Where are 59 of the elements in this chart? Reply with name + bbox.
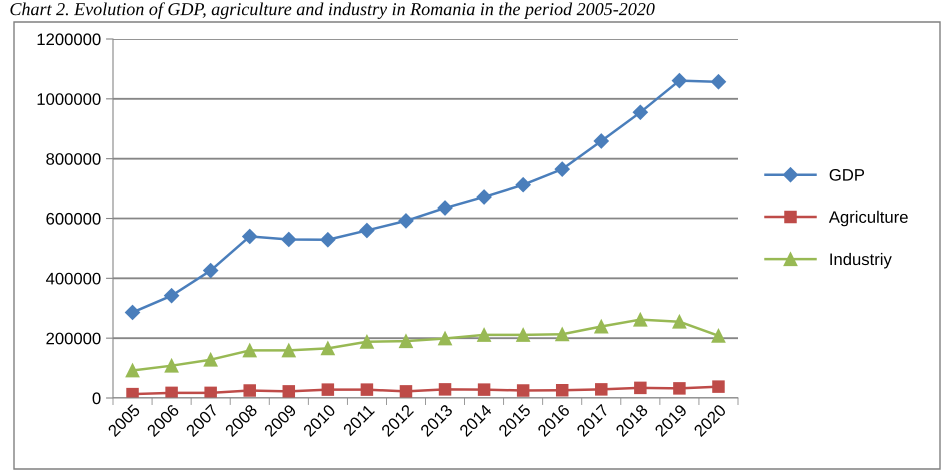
point xyxy=(360,383,374,396)
point xyxy=(359,222,374,238)
y-tick-label: 1000000 xyxy=(38,93,101,106)
point xyxy=(204,386,217,398)
point xyxy=(673,382,686,395)
point xyxy=(204,352,218,367)
point xyxy=(242,343,257,358)
point xyxy=(320,341,335,356)
point xyxy=(322,383,334,396)
legend-label: Industriy xyxy=(830,252,892,268)
point xyxy=(124,304,140,320)
point xyxy=(126,388,139,398)
point xyxy=(595,383,608,396)
point xyxy=(360,334,374,349)
point xyxy=(594,133,609,149)
point xyxy=(632,104,648,120)
point xyxy=(282,343,296,358)
point xyxy=(516,328,530,342)
point xyxy=(554,162,570,177)
point xyxy=(320,232,336,248)
point xyxy=(672,73,687,88)
point xyxy=(438,383,452,396)
point xyxy=(712,380,725,393)
y-tick-label: 600000 xyxy=(46,212,101,225)
point xyxy=(478,383,490,396)
point xyxy=(633,312,648,327)
point xyxy=(476,189,492,205)
legend-label: GDP xyxy=(830,168,864,181)
point xyxy=(242,228,258,244)
y-tick-label: 400000 xyxy=(46,272,101,285)
point xyxy=(126,364,140,378)
y-tick-label: 800000 xyxy=(46,153,101,165)
point xyxy=(634,382,647,394)
point xyxy=(555,327,570,342)
point xyxy=(477,328,492,342)
point xyxy=(516,384,530,397)
point xyxy=(672,314,686,329)
y-tick-label: 200000 xyxy=(46,332,101,344)
point xyxy=(437,200,453,216)
point xyxy=(556,384,568,396)
chart-title: Chart 2. Evolution of GDP, agriculture and industry in Romania in the period 2005-2020 xyxy=(10,2,655,19)
point xyxy=(165,386,178,398)
point xyxy=(399,334,413,348)
legend-label: Agriculture xyxy=(828,210,908,226)
point xyxy=(438,332,452,346)
point xyxy=(282,385,296,398)
point xyxy=(398,213,414,228)
point xyxy=(710,74,726,90)
point xyxy=(164,358,179,373)
y-tick-label: 1200000 xyxy=(38,33,101,46)
y-tick-label: 0 xyxy=(92,392,101,404)
point xyxy=(400,385,412,398)
point xyxy=(712,328,726,343)
point xyxy=(203,262,218,278)
point xyxy=(243,384,256,397)
point xyxy=(594,320,608,334)
point xyxy=(281,232,296,248)
point xyxy=(164,288,180,304)
point xyxy=(516,177,531,192)
